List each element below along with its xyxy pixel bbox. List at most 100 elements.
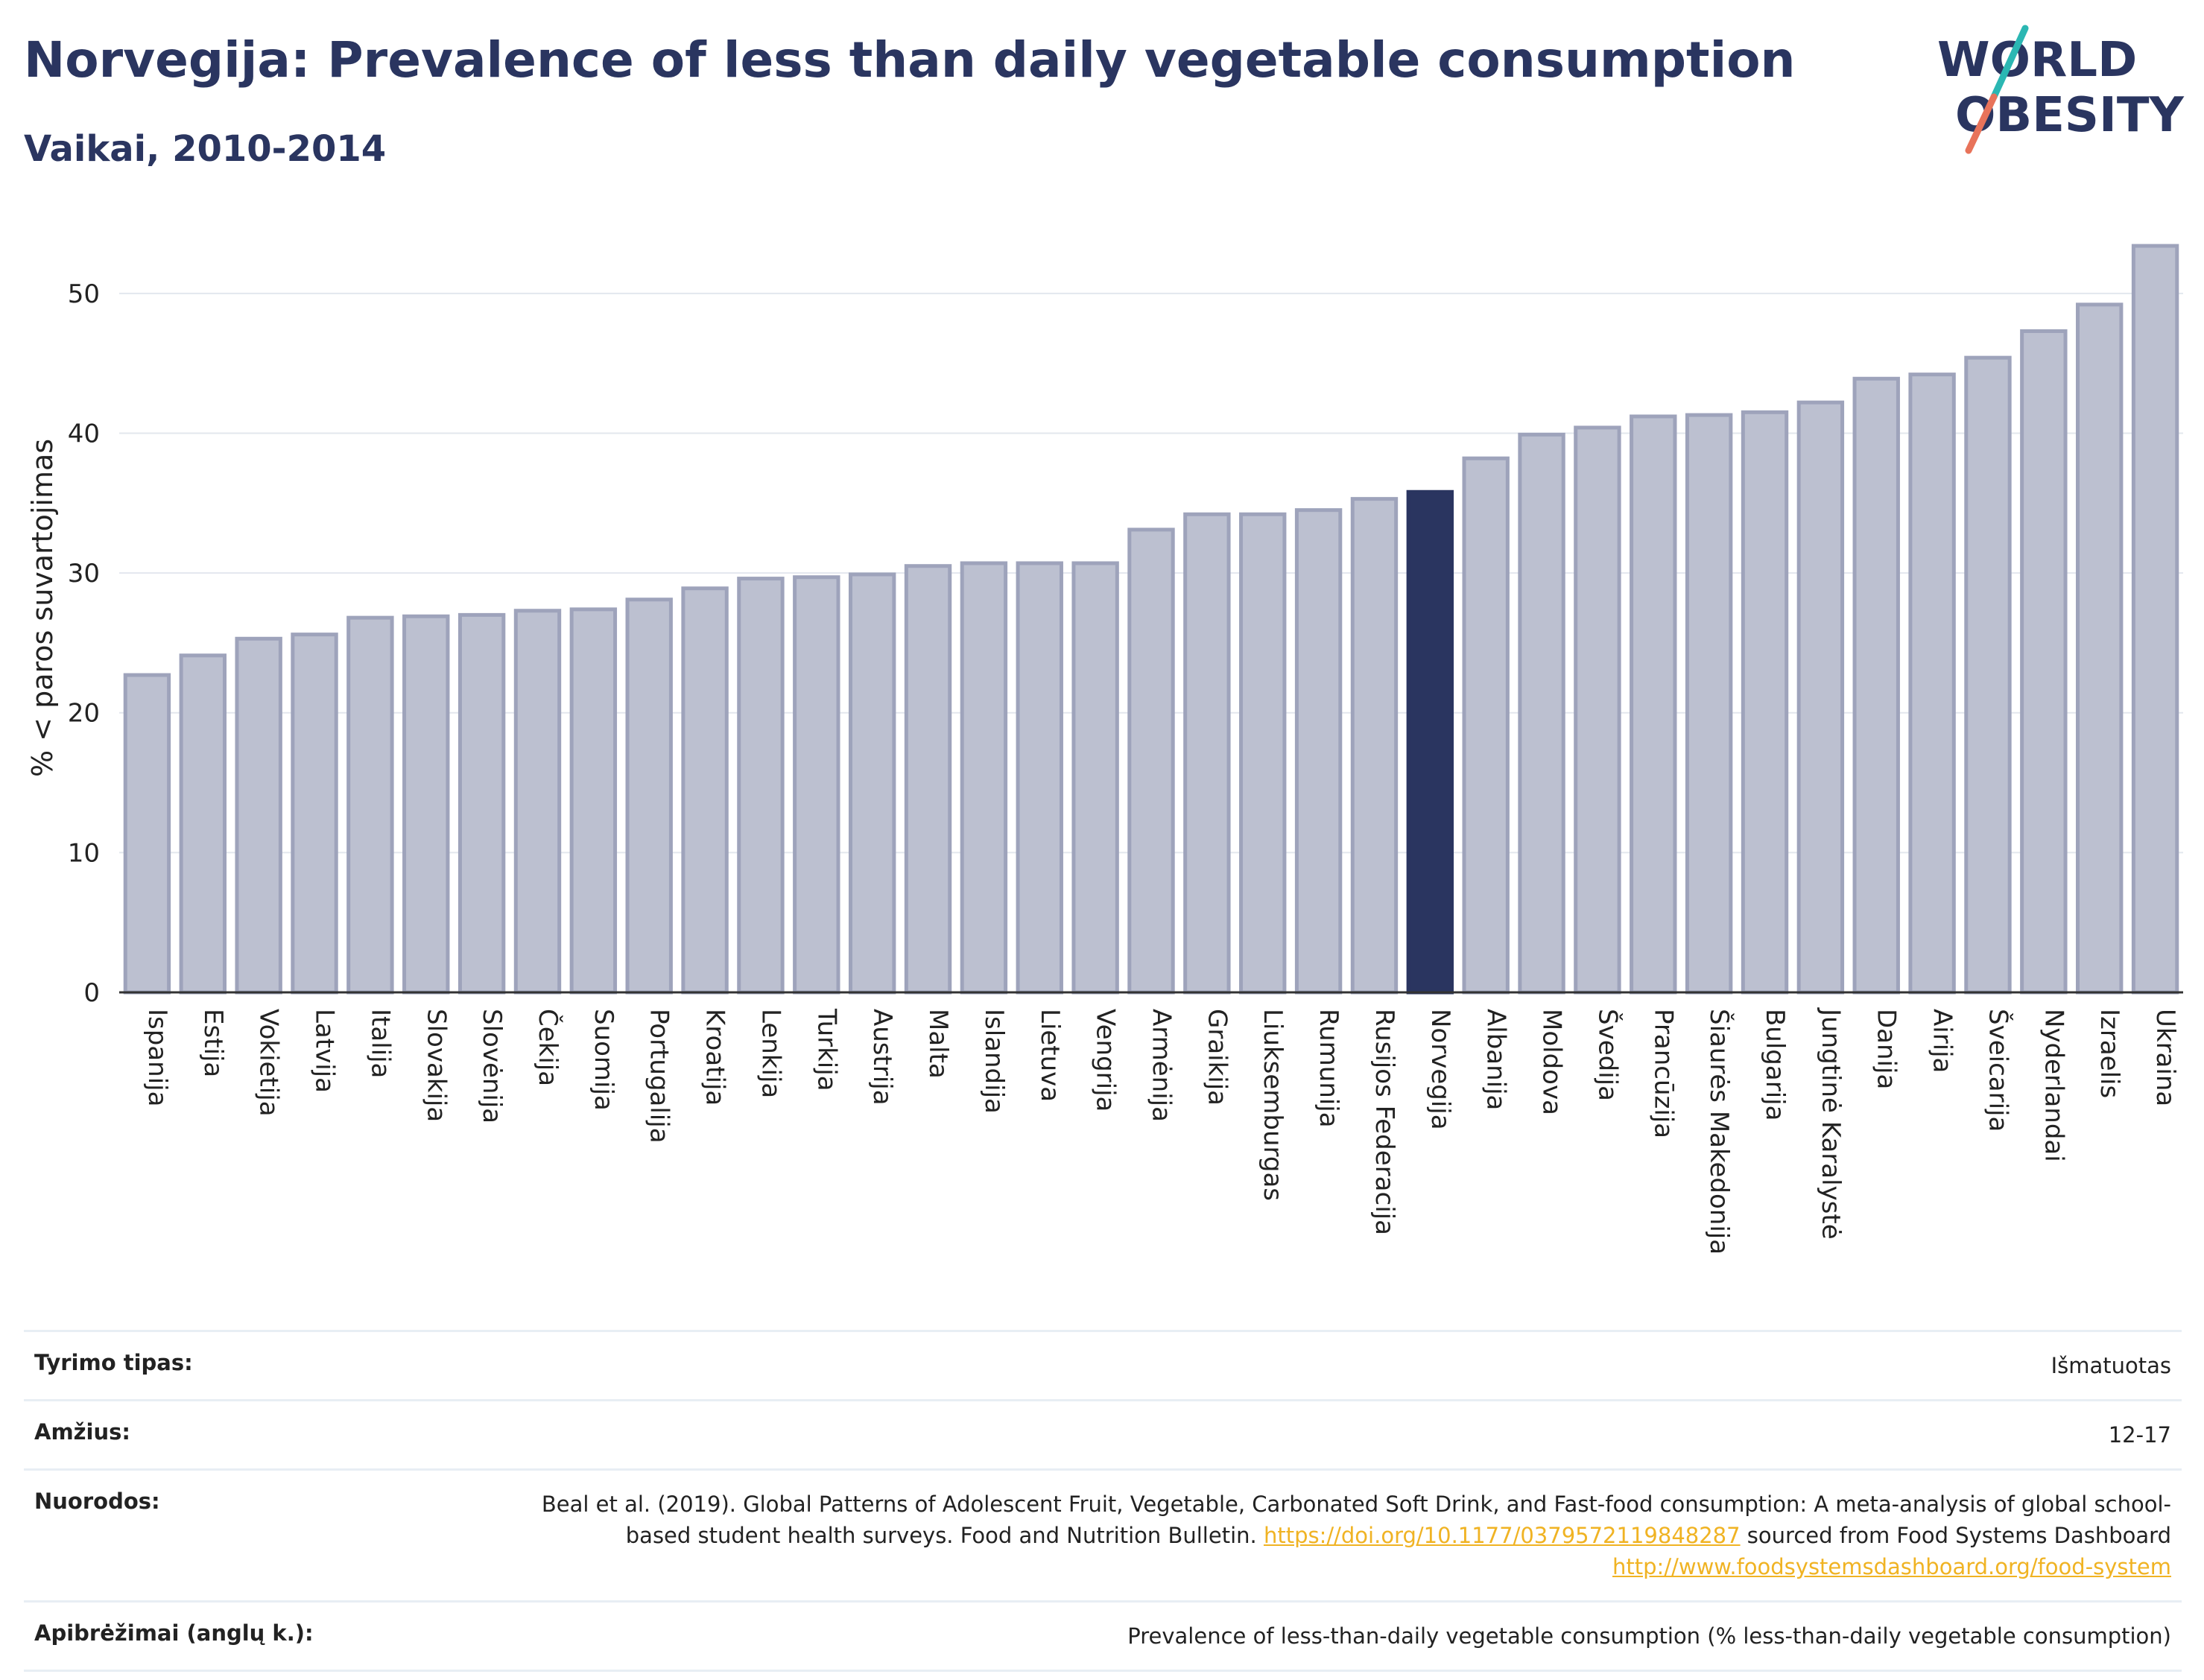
- info-row-study-type: Tyrimo tipas: Išmatuotas: [24, 1331, 2182, 1401]
- bar: [1964, 355, 2012, 995]
- bar: [2131, 244, 2179, 995]
- dashboard-link[interactable]: http://www.foodsystemsdashboard.org/food…: [1612, 1554, 2171, 1579]
- world-obesity-logo: WORLD OBESITY: [1937, 25, 2184, 154]
- x-tick-label: Švedija: [1592, 1009, 1623, 1101]
- info-key: Apibrėžimai (anglų k.):: [34, 1620, 314, 1646]
- bar: [681, 586, 729, 995]
- x-tick-label: Ispanija: [142, 1009, 172, 1106]
- y-axis-label: % < paros suvartojimas: [26, 439, 59, 777]
- bar: [1462, 456, 1510, 995]
- x-tick-label: Turkija: [811, 1008, 841, 1091]
- doi-link[interactable]: https://doi.org/10.1177/0379572119848287: [1263, 1523, 1741, 1548]
- bar: [346, 615, 394, 995]
- x-tick-label: Graikija: [1202, 1009, 1232, 1106]
- info-value: Beal et al. (2019). Global Patterns of A…: [492, 1470, 2182, 1602]
- x-tick-label: Slovakija: [421, 1009, 451, 1122]
- info-row-age: Amžius: 12-17: [24, 1400, 2182, 1470]
- y-tick-label: 0: [83, 978, 100, 1008]
- x-tick-label: Prancūzija: [1648, 1009, 1678, 1138]
- x-tick-label: Austrija: [867, 1009, 897, 1106]
- y-tick-label: 20: [68, 699, 100, 729]
- x-tick-label: Vengrija: [1091, 1009, 1121, 1112]
- x-tick-label: Bulgarija: [1760, 1009, 1790, 1120]
- info-key: Amžius:: [34, 1419, 130, 1445]
- bar: [1239, 512, 1287, 995]
- bar: [1350, 497, 1399, 995]
- x-tick-label: Rusijos Federacija: [1369, 1009, 1399, 1235]
- bar: [291, 633, 338, 995]
- reference-text-2: sourced from Food Systems Dashboard: [1740, 1523, 2171, 1548]
- info-table: Tyrimo tipas: Išmatuotas Amžius: 12-17 N…: [24, 1330, 2182, 1672]
- bar: [904, 564, 952, 995]
- chart-subtitle: Vaikai, 2010-2014: [24, 128, 387, 170]
- bar: [1183, 512, 1231, 995]
- bar: [1071, 561, 1119, 995]
- bar: [569, 607, 618, 995]
- x-tick-label: Islandija: [979, 1009, 1009, 1114]
- y-tick-label: 10: [68, 838, 100, 868]
- bar: [960, 561, 1008, 995]
- x-tick-label: Slovėnija: [477, 1009, 507, 1123]
- x-tick-label: Jungtinė Karalystė: [1816, 1007, 1846, 1240]
- info-row-definitions: Apibrėžimai (anglų k.): Prevalence of le…: [24, 1601, 2182, 1671]
- x-tick-label: Malta: [923, 1009, 953, 1079]
- bar-chart: 0 10 20 30 40 50 % < paros suvartojimas Ispanij…: [26, 244, 2183, 1255]
- bar: [2020, 329, 2068, 995]
- bar: [848, 572, 896, 995]
- x-tick-label: Lietuva: [1035, 1009, 1065, 1102]
- bar: [1406, 489, 1454, 995]
- bar: [737, 577, 785, 995]
- x-tick-label: Liuksemburgas: [1258, 1009, 1288, 1201]
- bar: [1630, 414, 1677, 995]
- x-tick-label: Kroatija: [700, 1009, 730, 1106]
- x-tick-label: Armėnija: [1147, 1009, 1177, 1122]
- x-tick-label: Rumunija: [1314, 1009, 1343, 1128]
- x-tick-label: Izraelis: [2094, 1009, 2124, 1098]
- bar: [1127, 527, 1175, 995]
- bar: [1574, 425, 1621, 995]
- bar: [123, 673, 171, 995]
- bar: [1685, 413, 1733, 995]
- x-tick-label: Danija: [1872, 1009, 1901, 1089]
- x-tick-label: Moldova: [1537, 1009, 1567, 1115]
- x-tick-label: Lenkija: [756, 1009, 785, 1098]
- chart-title: Norvegija: Prevalence of less than daily…: [24, 31, 1796, 89]
- x-tick-label: Portugalija: [645, 1009, 674, 1144]
- bar: [1016, 561, 1063, 995]
- y-tick-label: 50: [68, 279, 100, 309]
- bar: [1852, 376, 1900, 995]
- x-tick-label: Albanija: [1481, 1009, 1511, 1110]
- x-tick-label: Čekija: [533, 1009, 563, 1086]
- bar: [235, 636, 282, 995]
- x-tick-label: Estija: [198, 1009, 228, 1077]
- x-tick-label: Vokietija: [254, 1009, 284, 1117]
- info-row-references: Nuorodos: Beal et al. (2019). Global Pat…: [24, 1469, 2182, 1602]
- info-key: Tyrimo tipas:: [34, 1350, 193, 1375]
- x-tick-label: Latvija: [310, 1009, 340, 1093]
- y-tick-label: 30: [68, 559, 100, 589]
- bar: [457, 612, 506, 995]
- bar: [1518, 432, 1565, 995]
- bar: [1796, 400, 1845, 995]
- x-tick-label: Italija: [365, 1009, 395, 1078]
- x-tick-label: Suomija: [589, 1009, 618, 1111]
- x-tick-label: Ukraina: [2150, 1009, 2180, 1106]
- bar: [1294, 508, 1343, 995]
- bar: [179, 653, 227, 995]
- bar: [625, 597, 673, 995]
- x-tick-label: Šveicarija: [1983, 1009, 2013, 1132]
- reference-text: Beal et al. (2019). Global Patterns of A…: [541, 1492, 2171, 1548]
- x-tick-label: Šiaurės Makedonija: [1704, 1009, 1735, 1255]
- bar: [1908, 373, 1956, 995]
- info-value: Prevalence of less-than-daily vegetable …: [1127, 1623, 2171, 1649]
- info-value: Išmatuotas: [2051, 1353, 2171, 1378]
- x-tick-label: Nyderlandai: [2039, 1009, 2068, 1162]
- bar: [513, 609, 562, 995]
- bar: [793, 575, 840, 995]
- bar: [2076, 302, 2124, 995]
- x-tick-label: Airija: [1928, 1009, 1957, 1073]
- bar: [1741, 410, 1789, 995]
- svg-text:WORLD: WORLD: [1937, 33, 2137, 88]
- info-value: 12-17: [2108, 1422, 2171, 1448]
- y-tick-label: 40: [68, 419, 100, 448]
